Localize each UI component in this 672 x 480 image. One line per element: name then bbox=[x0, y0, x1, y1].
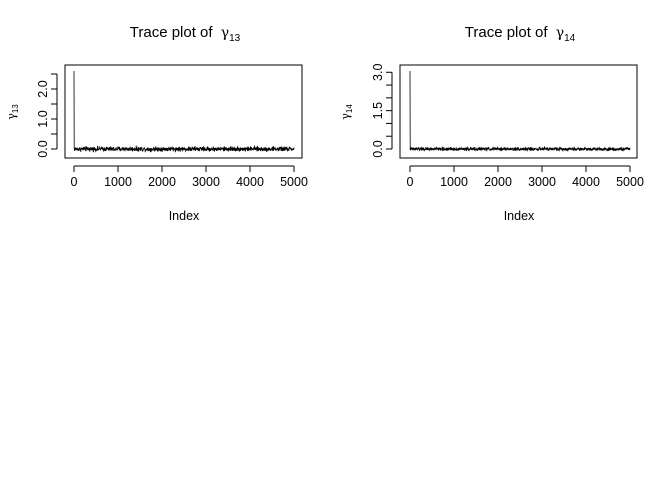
y-tick-label: 2.0 bbox=[36, 80, 50, 97]
trace-plot-gamma13: Trace plot of γ13 Index γ13 0 1000 2000 300… bbox=[5, 24, 308, 223]
x-tick-label: 0 bbox=[407, 175, 414, 189]
x-tick-label: 2000 bbox=[484, 175, 512, 189]
x-axis-label: Index bbox=[169, 209, 200, 223]
y-axis-label: γ14 bbox=[339, 104, 354, 120]
plot-frame bbox=[399, 64, 638, 159]
x-tick-label: 3000 bbox=[192, 175, 220, 189]
y-tick-label: 0.0 bbox=[36, 140, 50, 157]
x-tick-label: 0 bbox=[71, 175, 78, 189]
x-tick-label: 1000 bbox=[104, 175, 132, 189]
trace-line bbox=[73, 70, 295, 153]
x-tick-label: 5000 bbox=[280, 175, 308, 189]
trace-line bbox=[409, 70, 631, 152]
chart-title: Trace plot of γ13 bbox=[130, 24, 241, 44]
x-tick-label: 1000 bbox=[440, 175, 468, 189]
plot-frame bbox=[64, 64, 303, 159]
x-axis-label: Index bbox=[504, 209, 535, 223]
x-tick-label: 4000 bbox=[572, 175, 600, 189]
y-tick-label: 1.5 bbox=[371, 102, 385, 119]
y-tick-label: 3.0 bbox=[371, 64, 385, 81]
chart-title: Trace plot of γ14 bbox=[465, 24, 576, 44]
trace-plot-gamma14: Trace plot of γ14 Index γ14 0 1000 2000 300… bbox=[339, 24, 644, 223]
x-tick-label: 5000 bbox=[616, 175, 644, 189]
y-tick-label: 1.0 bbox=[36, 110, 50, 127]
x-tick-label: 3000 bbox=[528, 175, 556, 189]
x-tick-label: 4000 bbox=[236, 175, 264, 189]
x-tick-label: 2000 bbox=[148, 175, 176, 189]
y-axis-label: γ13 bbox=[5, 104, 20, 120]
y-tick-label: 0.0 bbox=[371, 140, 385, 157]
